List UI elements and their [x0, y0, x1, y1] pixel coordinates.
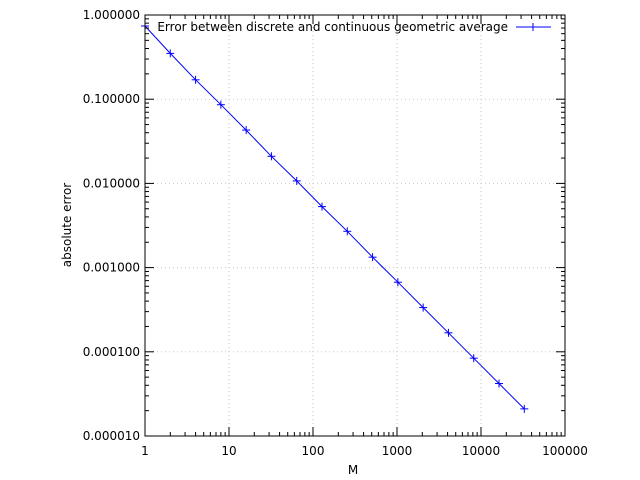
series-layer — [141, 22, 529, 413]
plot-frame — [144, 14, 566, 437]
data-point — [520, 404, 529, 413]
y-tick-label: 0.000100 — [83, 345, 140, 359]
y-tick-label: 0.000010 — [83, 429, 140, 443]
data-point — [343, 227, 352, 236]
x-tick-label: 10000 — [462, 444, 500, 458]
legend-marker — [529, 23, 537, 31]
x-tick-label: 1000 — [382, 444, 413, 458]
x-tick-label: 1 — [141, 444, 149, 458]
y-tick-label: 0.010000 — [83, 176, 140, 190]
data-point — [469, 354, 478, 363]
x-tick-label: 10 — [221, 444, 236, 458]
data-point — [444, 328, 453, 337]
y-axis-label: absolute error — [60, 183, 74, 268]
legend-label: Error between discrete and continuous ge… — [157, 20, 508, 34]
data-point — [318, 202, 327, 211]
data-point — [368, 253, 377, 262]
x-tick-label: 100000 — [542, 444, 588, 458]
data-point — [242, 126, 251, 135]
legend: Error between discrete and continuous ge… — [157, 20, 551, 34]
data-point — [216, 100, 225, 109]
y-tick-label: 0.001000 — [83, 261, 140, 275]
x-axis-label: M — [348, 463, 358, 477]
data-point — [267, 152, 276, 161]
data-point — [393, 278, 402, 287]
x-tick-label: 100 — [302, 444, 325, 458]
data-point — [191, 75, 200, 84]
y-tick-label: 0.100000 — [83, 92, 140, 106]
series-line — [144, 25, 525, 410]
data-point — [292, 176, 301, 185]
ticks: 1.000000 0.100000 0.010000 0.001000 0.000100… — [83, 8, 588, 458]
y-tick-label: 1.000000 — [83, 8, 140, 22]
data-point — [495, 379, 504, 388]
data-point — [166, 49, 175, 58]
data-point — [419, 303, 428, 312]
grid — [145, 15, 565, 436]
